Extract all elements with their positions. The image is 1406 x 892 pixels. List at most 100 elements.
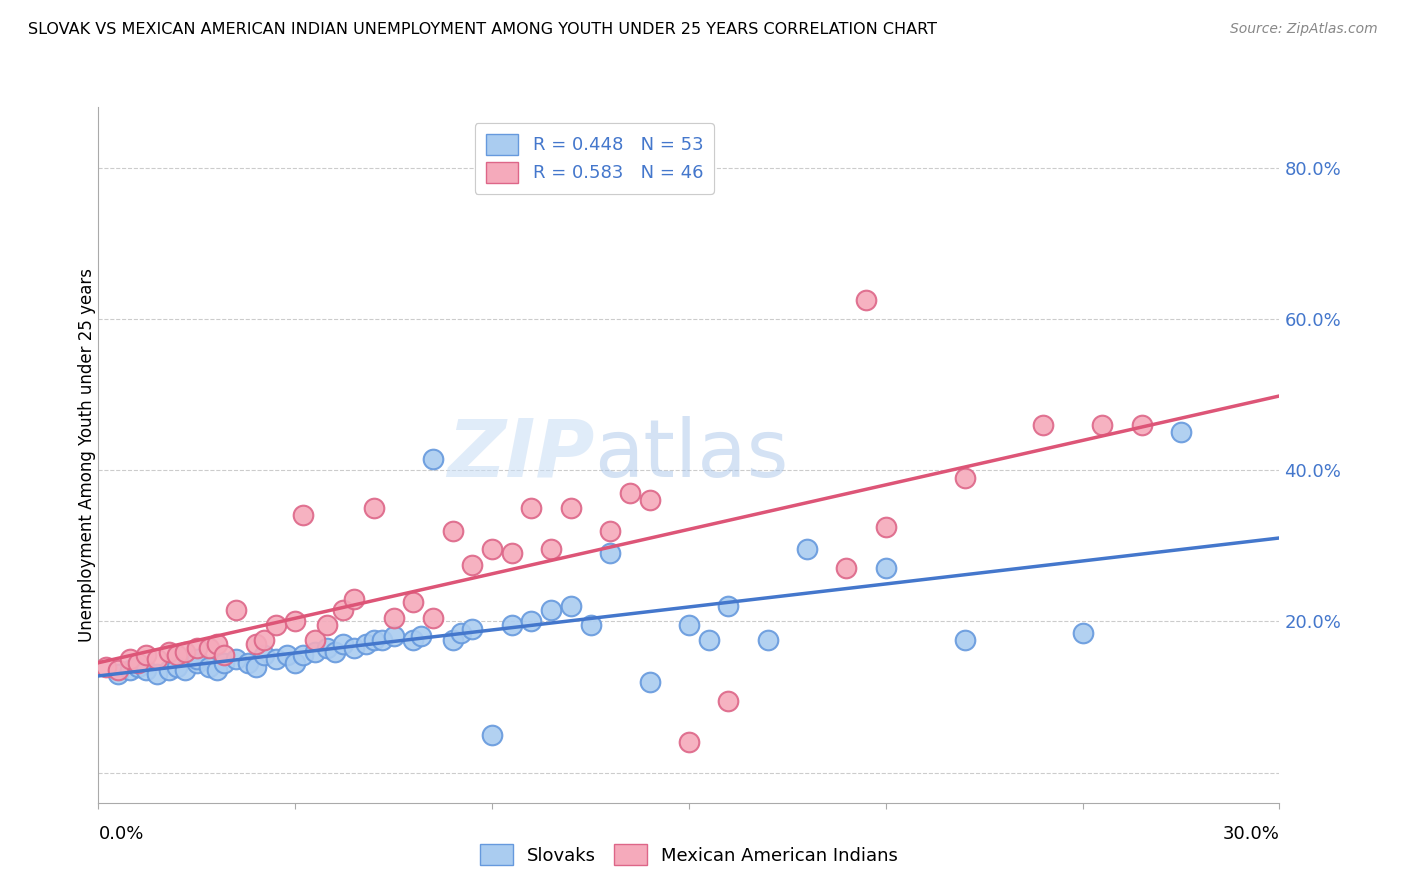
- Point: [253, 648, 276, 663]
- Point: [157, 664, 180, 678]
- Point: [638, 674, 661, 689]
- Point: [304, 644, 326, 658]
- Point: [461, 622, 484, 636]
- Point: [186, 656, 208, 670]
- Point: [245, 659, 267, 673]
- Legend: R = 0.448   N = 53, R = 0.583   N = 46: R = 0.448 N = 53, R = 0.583 N = 46: [475, 123, 714, 194]
- Point: [540, 603, 562, 617]
- Point: [118, 652, 141, 666]
- Point: [875, 520, 897, 534]
- Point: [214, 648, 236, 663]
- Point: [520, 500, 543, 515]
- Point: [540, 542, 562, 557]
- Point: [481, 728, 503, 742]
- Point: [127, 656, 149, 670]
- Point: [382, 610, 405, 624]
- Point: [205, 637, 228, 651]
- Point: [402, 633, 425, 648]
- Point: [354, 637, 377, 651]
- Point: [253, 633, 276, 648]
- Point: [146, 667, 169, 681]
- Point: [1032, 417, 1054, 432]
- Point: [756, 633, 779, 648]
- Point: [855, 293, 877, 307]
- Point: [166, 648, 188, 663]
- Point: [292, 508, 315, 523]
- Point: [127, 659, 149, 673]
- Point: [835, 561, 858, 575]
- Point: [481, 542, 503, 557]
- Point: [411, 629, 433, 643]
- Point: [638, 493, 661, 508]
- Point: [264, 652, 287, 666]
- Point: [343, 591, 366, 606]
- Point: [107, 667, 129, 681]
- Point: [292, 648, 315, 663]
- Point: [157, 644, 180, 658]
- Text: 30.0%: 30.0%: [1223, 825, 1279, 843]
- Point: [205, 664, 228, 678]
- Point: [678, 618, 700, 632]
- Point: [186, 640, 208, 655]
- Point: [678, 735, 700, 749]
- Point: [284, 615, 307, 629]
- Point: [332, 603, 354, 617]
- Point: [214, 656, 236, 670]
- Point: [953, 633, 976, 648]
- Point: [363, 633, 385, 648]
- Point: [197, 659, 219, 673]
- Point: [363, 500, 385, 515]
- Point: [501, 618, 523, 632]
- Point: [197, 640, 219, 655]
- Point: [1071, 625, 1094, 640]
- Point: [276, 648, 298, 663]
- Point: [697, 633, 720, 648]
- Point: [520, 615, 543, 629]
- Point: [441, 524, 464, 538]
- Text: atlas: atlas: [595, 416, 789, 494]
- Point: [402, 595, 425, 609]
- Point: [166, 659, 188, 673]
- Y-axis label: Unemployment Among Youth under 25 years: Unemployment Among Youth under 25 years: [79, 268, 96, 642]
- Point: [1130, 417, 1153, 432]
- Point: [461, 558, 484, 572]
- Point: [599, 524, 621, 538]
- Point: [560, 599, 582, 614]
- Point: [174, 664, 197, 678]
- Point: [441, 633, 464, 648]
- Point: [1091, 417, 1114, 432]
- Point: [450, 625, 472, 640]
- Point: [875, 561, 897, 575]
- Point: [717, 694, 740, 708]
- Point: [245, 637, 267, 651]
- Point: [579, 618, 602, 632]
- Point: [304, 633, 326, 648]
- Point: [135, 648, 157, 663]
- Point: [796, 542, 818, 557]
- Point: [953, 470, 976, 484]
- Point: [135, 664, 157, 678]
- Point: [186, 652, 208, 666]
- Point: [315, 640, 337, 655]
- Point: [422, 610, 444, 624]
- Point: [118, 664, 141, 678]
- Text: SLOVAK VS MEXICAN AMERICAN INDIAN UNEMPLOYMENT AMONG YOUTH UNDER 25 YEARS CORREL: SLOVAK VS MEXICAN AMERICAN INDIAN UNEMPL…: [28, 22, 938, 37]
- Point: [146, 652, 169, 666]
- Text: 0.0%: 0.0%: [98, 825, 143, 843]
- Point: [371, 633, 394, 648]
- Point: [560, 500, 582, 515]
- Point: [96, 659, 118, 673]
- Point: [107, 664, 129, 678]
- Legend: Slovaks, Mexican American Indians: Slovaks, Mexican American Indians: [471, 835, 907, 874]
- Point: [619, 485, 641, 500]
- Point: [284, 656, 307, 670]
- Point: [174, 644, 197, 658]
- Point: [225, 603, 247, 617]
- Point: [1170, 425, 1192, 440]
- Point: [343, 640, 366, 655]
- Point: [315, 618, 337, 632]
- Point: [332, 637, 354, 651]
- Point: [422, 451, 444, 466]
- Point: [323, 644, 346, 658]
- Point: [382, 629, 405, 643]
